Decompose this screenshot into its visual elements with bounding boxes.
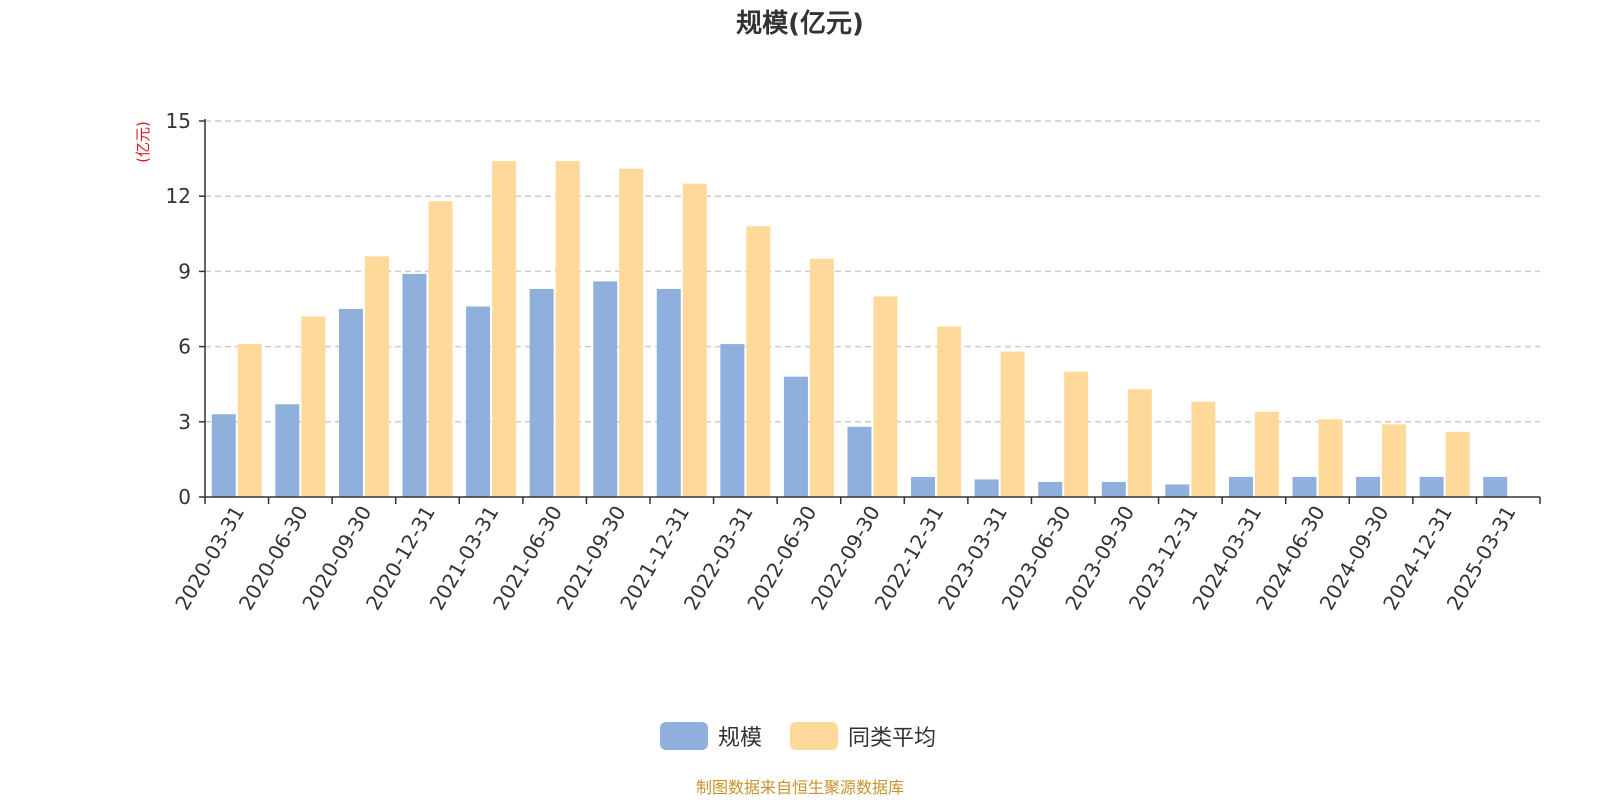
bar-peer-average bbox=[1191, 401, 1216, 497]
y-axis-label: (亿元) bbox=[134, 121, 152, 163]
legend-swatch bbox=[660, 722, 708, 750]
bar-peer-average bbox=[492, 161, 517, 497]
bar-scale bbox=[1038, 481, 1063, 497]
bar-peer-average bbox=[428, 201, 453, 498]
bar-peer-average bbox=[682, 183, 707, 497]
legend-label: 同类平均 bbox=[848, 726, 936, 751]
y-tick-label: 15 bbox=[166, 109, 191, 133]
bar-scale bbox=[974, 479, 999, 497]
x-tick-labels: 2020-03-312020-06-302020-09-302020-12-31… bbox=[170, 502, 1520, 615]
bar-peer-average bbox=[237, 344, 262, 497]
bar-scale bbox=[1483, 476, 1508, 497]
bar-peer-average bbox=[1064, 371, 1089, 497]
bar-scale bbox=[402, 273, 427, 497]
legend: 规模 同类平均 bbox=[660, 722, 936, 751]
y-tick-label: 12 bbox=[166, 184, 191, 208]
bar-scale bbox=[466, 306, 491, 497]
y-tick-label: 9 bbox=[178, 259, 191, 283]
bar-peer-average bbox=[1254, 411, 1279, 497]
bar-scale bbox=[1419, 476, 1444, 497]
y-tick-label: 0 bbox=[178, 485, 191, 509]
chart-title: 规模(亿元) bbox=[736, 9, 864, 39]
bar-scale bbox=[1292, 476, 1317, 497]
bar-scale bbox=[1165, 484, 1190, 497]
legend-swatch bbox=[790, 722, 838, 750]
bar-scale bbox=[911, 476, 936, 497]
bar-scale bbox=[656, 288, 681, 497]
bar-peer-average bbox=[1318, 419, 1343, 497]
bar-scale bbox=[593, 281, 618, 497]
bar-scale bbox=[1101, 481, 1126, 497]
bar-scale bbox=[1228, 476, 1253, 497]
bar-peer-average bbox=[873, 296, 898, 497]
bar-scale bbox=[275, 404, 300, 497]
source-note: 制图数据来自恒生聚源数据库 bbox=[696, 778, 904, 797]
y-tick-label: 6 bbox=[178, 335, 191, 359]
bar-peer-average bbox=[809, 258, 834, 497]
bar-peer-average bbox=[746, 226, 771, 497]
bar-scale bbox=[1356, 476, 1381, 497]
bar-peer-average bbox=[1445, 431, 1470, 497]
y-tick-labels: 0 3 6 9 12 15 bbox=[166, 109, 191, 509]
bar-peer-average bbox=[1382, 424, 1407, 497]
bar-peer-average bbox=[1000, 351, 1025, 497]
bars bbox=[211, 161, 1508, 498]
y-tick-label: 3 bbox=[178, 410, 191, 434]
bar-scale bbox=[529, 288, 554, 497]
bar-scale bbox=[783, 376, 808, 497]
bar-peer-average bbox=[937, 326, 962, 497]
bar-peer-average bbox=[619, 168, 644, 498]
bar-peer-average bbox=[301, 316, 326, 497]
bar-peer-average bbox=[1127, 389, 1152, 497]
bar-peer-average bbox=[555, 161, 580, 497]
axes bbox=[204, 119, 1541, 504]
grid-lines bbox=[199, 120, 1540, 498]
bar-scale bbox=[338, 309, 363, 497]
bar-scale bbox=[720, 344, 745, 497]
bar-scale bbox=[847, 426, 872, 497]
bar-peer-average bbox=[364, 256, 389, 497]
legend-label: 规模 bbox=[718, 726, 762, 751]
bar-scale bbox=[211, 414, 236, 497]
